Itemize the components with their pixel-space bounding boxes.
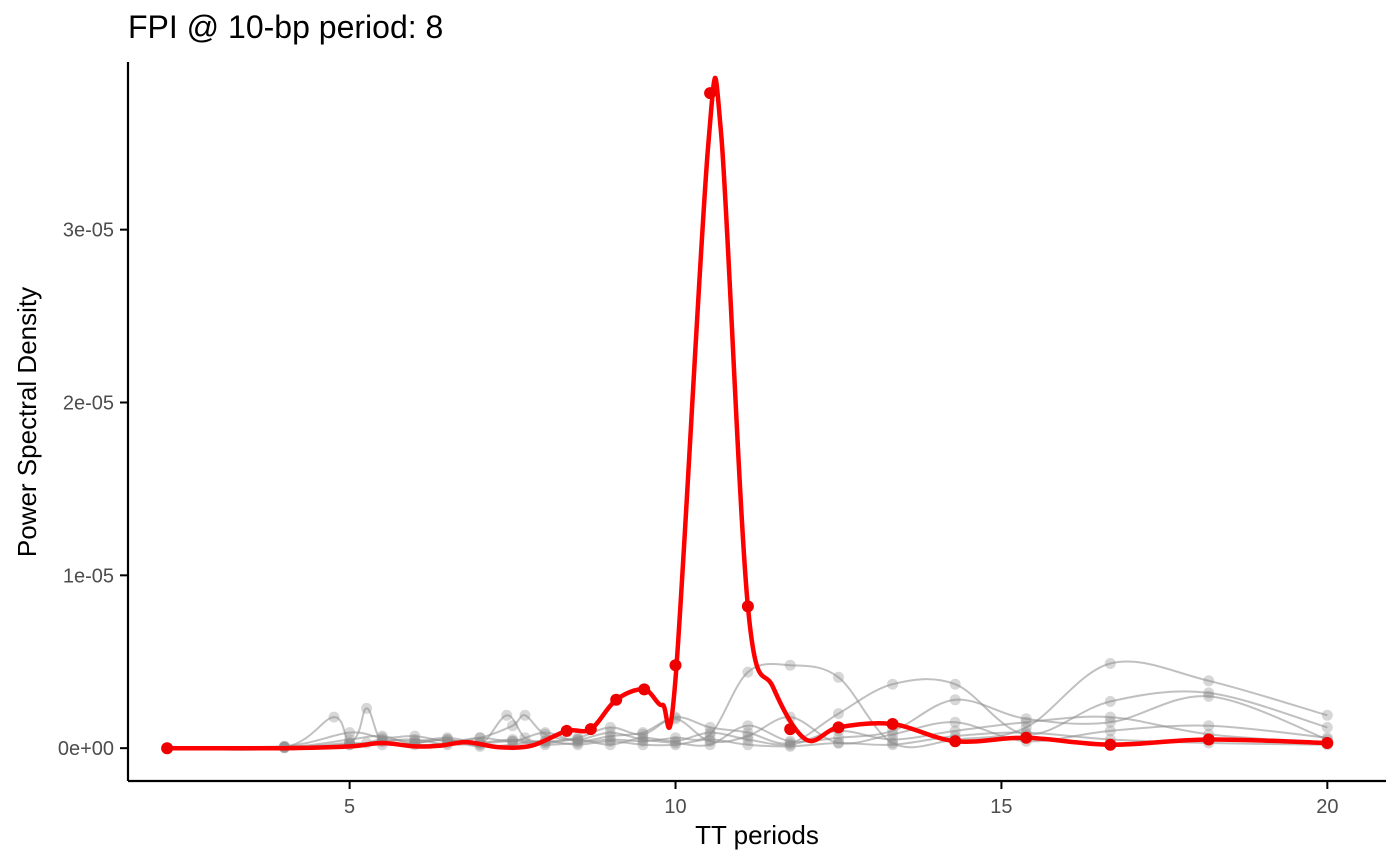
background-series-point <box>887 728 899 740</box>
background-series-point <box>784 739 796 751</box>
background-series-point <box>1203 690 1215 702</box>
background-series-point <box>949 716 961 728</box>
background-series-point <box>474 732 486 744</box>
background-series-point <box>784 740 796 752</box>
background-series-point <box>1020 721 1032 733</box>
background-series-point <box>637 727 649 739</box>
x-tick-label: 5 <box>344 796 355 818</box>
background-series-point <box>1104 658 1116 669</box>
y-tick-label: 3e-05 <box>63 220 114 242</box>
x-axis-title: TT periods <box>695 820 819 850</box>
y-axis-ticks: 0e+00 1e-05 2e-05 3e-05 <box>58 220 128 760</box>
background-series-point <box>949 678 961 690</box>
background-series-point <box>1321 709 1333 721</box>
background-series-point <box>1321 721 1333 733</box>
background-series-point <box>1104 696 1116 707</box>
background-series-point <box>1020 716 1032 728</box>
background-series-point <box>361 702 373 714</box>
background-series-point <box>784 659 796 671</box>
background-series-point <box>604 735 616 747</box>
background-series-point <box>604 721 616 733</box>
y-tick-label: 0e+00 <box>58 738 114 760</box>
background-series-line-3 <box>167 695 1328 750</box>
background-series-point <box>539 727 551 739</box>
x-axis-ticks: 5 10 15 20 <box>344 781 1338 818</box>
highlight-series-point <box>886 718 899 730</box>
background-series-point <box>519 709 531 721</box>
background-series-point <box>742 734 754 745</box>
background-series-layer <box>161 658 1333 754</box>
y-tick-label: 2e-05 <box>63 392 114 414</box>
background-series-point <box>670 739 681 751</box>
background-series-point <box>1104 716 1116 728</box>
background-series-point <box>742 666 754 678</box>
background-series-point <box>833 671 844 683</box>
background-series-point <box>887 739 899 751</box>
highlight-series-point <box>741 600 754 613</box>
highlight-series-point <box>949 735 962 748</box>
x-tick-label: 10 <box>664 796 686 818</box>
background-series-point <box>949 694 961 706</box>
highlight-series-point <box>161 742 174 755</box>
x-tick-label: 20 <box>1316 796 1338 818</box>
background-series-point <box>1203 675 1215 687</box>
background-series-point <box>507 734 519 745</box>
background-series-point <box>328 711 340 723</box>
background-series-point <box>604 730 616 742</box>
background-series-point <box>704 728 716 740</box>
highlight-series-line <box>167 75 1328 751</box>
background-series-point <box>376 730 388 742</box>
highlight-series-point <box>784 723 797 736</box>
highlight-series-layer <box>161 75 1334 755</box>
background-series-point <box>344 727 356 739</box>
background-series-line-2 <box>167 678 1328 750</box>
background-series-point <box>887 678 899 690</box>
background-series-point <box>742 739 754 751</box>
highlight-series-point <box>1104 738 1117 751</box>
background-series-point <box>1104 711 1116 723</box>
x-tick-label: 15 <box>990 796 1012 818</box>
background-series-point <box>507 720 519 732</box>
highlight-series-point <box>832 721 845 734</box>
background-series-point <box>833 737 844 749</box>
highlight-series-point <box>1202 733 1215 746</box>
highlight-series-point <box>704 87 717 100</box>
background-series-point <box>637 734 649 745</box>
chart-title: FPI @ 10-bp period: 8 <box>128 9 443 45</box>
highlight-series-point <box>1020 731 1033 744</box>
background-series-point <box>572 734 584 745</box>
background-series-point <box>742 720 754 732</box>
background-series-point <box>637 732 649 744</box>
highlight-series-point <box>584 723 597 736</box>
background-series-point <box>833 708 844 720</box>
background-series-point <box>704 721 716 733</box>
background-series-point <box>949 725 961 737</box>
highlight-series-point <box>1321 737 1334 749</box>
background-series-point <box>1203 720 1215 732</box>
background-series-point <box>501 709 513 721</box>
background-series-point <box>637 739 649 751</box>
background-series-point <box>887 734 899 745</box>
highlight-series-point <box>610 693 623 706</box>
highlight-series-point <box>638 683 651 696</box>
highlight-series-point <box>669 659 682 672</box>
y-tick-label: 1e-05 <box>63 565 114 587</box>
background-series-point <box>833 732 844 744</box>
highlight-series-point <box>560 724 573 737</box>
background-series-point <box>1104 725 1116 737</box>
background-series-point <box>704 734 716 745</box>
background-series-point <box>704 727 716 739</box>
background-series-point <box>704 735 716 747</box>
y-axis-title: Power Spectral Density <box>12 287 42 557</box>
background-series-line-5 <box>167 715 1328 750</box>
background-series-point <box>572 739 584 751</box>
